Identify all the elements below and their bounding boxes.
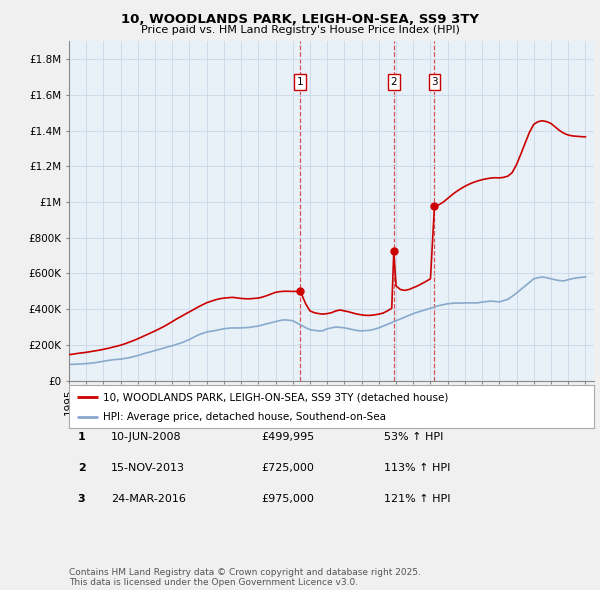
Text: Price paid vs. HM Land Registry's House Price Index (HPI): Price paid vs. HM Land Registry's House … — [140, 25, 460, 35]
Text: 1: 1 — [297, 77, 304, 87]
Text: 3: 3 — [78, 494, 85, 504]
Text: 121% ↑ HPI: 121% ↑ HPI — [384, 494, 451, 504]
Text: 10, WOODLANDS PARK, LEIGH-ON-SEA, SS9 3TY (detached house): 10, WOODLANDS PARK, LEIGH-ON-SEA, SS9 3T… — [103, 392, 449, 402]
Text: 2: 2 — [391, 77, 397, 87]
Text: £499,995: £499,995 — [261, 432, 314, 441]
Text: HPI: Average price, detached house, Southend-on-Sea: HPI: Average price, detached house, Sout… — [103, 412, 386, 422]
Text: 10-JUN-2008: 10-JUN-2008 — [111, 432, 182, 441]
Text: 113% ↑ HPI: 113% ↑ HPI — [384, 463, 451, 473]
Text: 2: 2 — [78, 463, 85, 473]
Text: 24-MAR-2016: 24-MAR-2016 — [111, 494, 186, 504]
Text: £975,000: £975,000 — [261, 494, 314, 504]
Text: 53% ↑ HPI: 53% ↑ HPI — [384, 432, 443, 441]
Text: 3: 3 — [431, 77, 438, 87]
Text: 1: 1 — [78, 432, 85, 441]
Text: Contains HM Land Registry data © Crown copyright and database right 2025.
This d: Contains HM Land Registry data © Crown c… — [69, 568, 421, 587]
Text: 15-NOV-2013: 15-NOV-2013 — [111, 463, 185, 473]
Text: 10, WOODLANDS PARK, LEIGH-ON-SEA, SS9 3TY: 10, WOODLANDS PARK, LEIGH-ON-SEA, SS9 3T… — [121, 13, 479, 26]
Text: £725,000: £725,000 — [261, 463, 314, 473]
